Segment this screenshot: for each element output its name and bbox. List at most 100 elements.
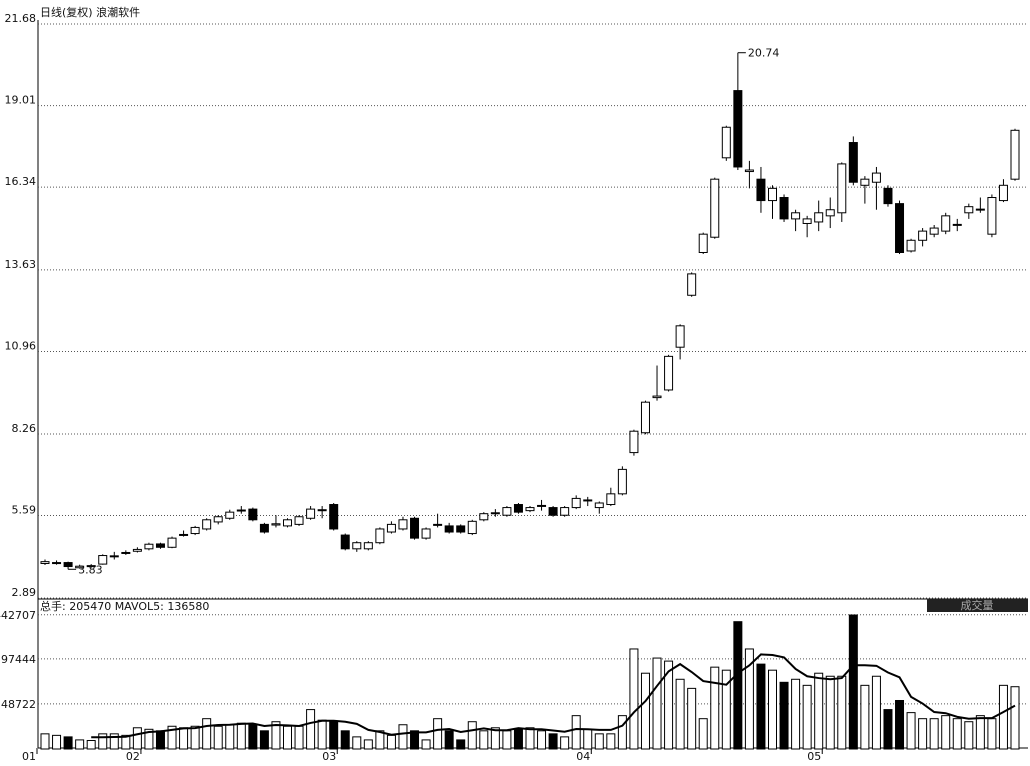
volume-bar [617, 715, 627, 750]
candle-body [375, 528, 385, 544]
candle-body [594, 502, 604, 509]
candle-body [179, 533, 189, 536]
y-tick-label: 5.59 [12, 504, 37, 517]
volume-bar [606, 733, 616, 750]
volume-bar [502, 730, 512, 750]
candle-body [456, 525, 466, 533]
candle-body [98, 555, 108, 565]
y-tick-label: 8.26 [12, 422, 37, 435]
volume-bar [848, 614, 858, 750]
max-marker-label: 20.74 [748, 47, 780, 60]
candle-body [63, 562, 73, 568]
x-tick-label: 03 [322, 750, 336, 762]
volume-bar [756, 663, 766, 750]
candle-body [236, 509, 246, 512]
candle-body [629, 430, 639, 454]
volume-bar [687, 687, 697, 750]
y-tick-label: 16.34 [5, 175, 37, 188]
candle-body [871, 172, 881, 183]
volume-bar [155, 730, 165, 750]
volume-bar [768, 669, 777, 750]
candle-body [144, 543, 154, 550]
candle-body [52, 562, 62, 565]
candle-body [779, 197, 789, 220]
volume-bar [75, 739, 85, 750]
candle-body [640, 401, 650, 434]
candle-body [698, 233, 708, 254]
volume-bar [132, 727, 142, 750]
x-tick-label: 01 [22, 750, 36, 762]
candle-body [941, 215, 951, 232]
volume-bar [918, 718, 928, 750]
candle-body [756, 178, 766, 202]
volume-bar [479, 730, 489, 750]
volume-bar [86, 740, 96, 750]
candle-body [248, 508, 258, 521]
volume-bar [975, 715, 985, 750]
volume-bar [179, 727, 189, 750]
candle-body [271, 523, 281, 526]
candle-body [617, 468, 627, 495]
volume-bar [675, 678, 685, 750]
volume-bar [398, 724, 408, 750]
volume-bar [467, 721, 477, 750]
volume-bar [571, 715, 581, 750]
candle-body [329, 504, 339, 530]
volume-bar [410, 730, 420, 750]
volume-bar [929, 718, 939, 750]
volume-bar [583, 728, 593, 750]
volume-bar [802, 684, 812, 750]
candle-body [537, 504, 547, 507]
candle-body [848, 142, 858, 183]
candle-body [340, 534, 350, 550]
volume-bar [721, 669, 731, 750]
volume-bar [352, 736, 362, 750]
candle-body [883, 187, 893, 205]
candle-body [744, 169, 754, 173]
min-marker-label: 3.83 [78, 563, 103, 576]
candle-body [490, 512, 500, 515]
volume-bar [710, 666, 720, 750]
volume-bar [837, 675, 847, 750]
candle-body [837, 163, 847, 214]
volume-bar [167, 725, 177, 750]
candle-body [306, 508, 316, 519]
volume-bar [895, 699, 905, 750]
candle-body [398, 519, 408, 530]
candle-body [560, 507, 570, 516]
candle-body [40, 561, 50, 564]
y-tick-label: 13.63 [5, 258, 37, 271]
volume-bar [779, 681, 789, 750]
candle-body [410, 517, 420, 539]
volume-bar [1010, 686, 1020, 750]
volume-bar [236, 722, 246, 750]
volume-bar [271, 721, 281, 750]
candle-body [548, 507, 558, 516]
candle-body [895, 203, 905, 254]
volume-bar [283, 725, 292, 750]
candle-body [768, 187, 777, 202]
volume-bar [964, 721, 974, 750]
candle-body [571, 497, 581, 509]
volume-bar [733, 621, 743, 750]
candle-body [975, 208, 985, 211]
volume-title: 成交量 [961, 598, 994, 612]
volume-bar [560, 736, 570, 750]
volume-bar [144, 728, 154, 750]
chart-title: 日线(复权) 浪潮软件 [40, 5, 140, 19]
x-tick-label: 02 [126, 750, 140, 762]
volume-bar [456, 739, 466, 750]
candle-body [155, 543, 165, 548]
candle-body [467, 520, 477, 535]
volume-bar [791, 678, 801, 750]
volume-bar [906, 712, 916, 750]
candle-body [109, 555, 119, 558]
candle-body [606, 493, 616, 506]
candle-body [190, 526, 200, 535]
volume-bar [225, 724, 235, 750]
candle-body [998, 184, 1008, 202]
candle-body [906, 239, 916, 252]
